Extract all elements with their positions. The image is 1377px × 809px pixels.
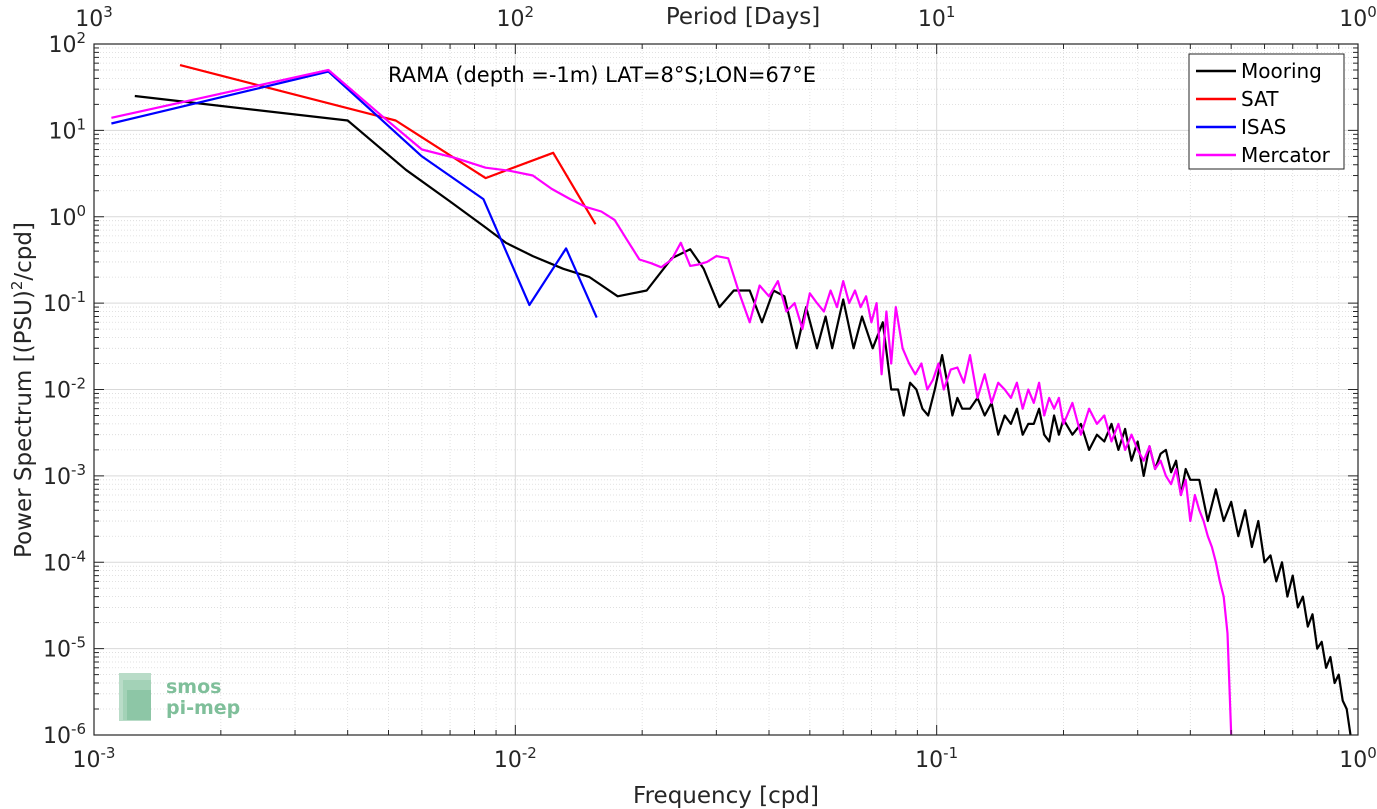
legend-label-sat: SAT <box>1241 87 1279 111</box>
y-axis-title: Power Spectrum [(PSU)2/cpd] <box>8 222 37 558</box>
y-tick-label: 10-2 <box>43 375 86 404</box>
y-tick-label-exp: -2 <box>71 375 86 393</box>
top-axis-title: Period [Days] <box>666 4 820 30</box>
x-tick-label-base: 10 <box>494 748 522 773</box>
legend-label-mercator: Mercator <box>1241 143 1331 167</box>
top-tick-label: 102 <box>497 3 535 32</box>
top-tick-label-exp: 0 <box>1367 3 1377 21</box>
y-tick-label-base: 10 <box>43 379 71 404</box>
x-tick-label: 100 <box>1339 744 1377 773</box>
y-tick-label: 102 <box>48 29 86 58</box>
y-tick-label: 10-3 <box>43 461 86 490</box>
y-tick-label-exp: -4 <box>71 547 86 565</box>
top-tick-label-base: 10 <box>497 7 525 32</box>
y-tick-label-base: 10 <box>43 292 71 317</box>
top-tick-label: 100 <box>1339 3 1377 32</box>
top-tick-label-exp: 3 <box>103 3 113 21</box>
y-axis-title-suffix: /cpd] <box>11 222 37 281</box>
y-tick-label: 10-6 <box>43 720 86 749</box>
logo-mark-front <box>127 690 151 720</box>
y-axis-title-sup: 2 <box>8 281 26 291</box>
y-tick-label-base: 10 <box>48 33 76 58</box>
x-tick-label: 10-3 <box>73 744 116 773</box>
chart-annotation: RAMA (depth =-1m) LAT=8°S;LON=67°E <box>388 63 816 87</box>
y-tick-label: 10-1 <box>43 288 86 317</box>
y-tick-label-base: 10 <box>43 724 71 749</box>
legend: Mooring SAT ISAS Mercator <box>1188 53 1345 170</box>
y-tick-label-base: 10 <box>43 551 71 576</box>
y-tick-label: 101 <box>48 115 86 144</box>
x-axis-title: Frequency [cpd] <box>633 783 819 809</box>
y-tick-label: 10-5 <box>43 634 86 663</box>
y-tick-label: 100 <box>48 202 86 231</box>
top-tick-label-base: 10 <box>75 7 103 32</box>
grid-lines <box>93 44 1358 736</box>
y-tick-label-exp: 2 <box>76 29 86 47</box>
smos-pimep-logo: smos pi-mep <box>119 673 240 721</box>
y-tick-label-exp: -3 <box>71 461 86 479</box>
legend-label-isas: ISAS <box>1241 115 1286 139</box>
top-tick-label: 101 <box>918 3 956 32</box>
y-tick-label-base: 10 <box>43 465 71 490</box>
top-tick-label-exp: 2 <box>525 3 535 21</box>
x-tick-label-base: 10 <box>73 748 101 773</box>
series-group <box>111 64 1352 736</box>
logo-text-smos: smos <box>166 676 221 698</box>
top-tick-label: 103 <box>75 3 113 32</box>
y-tick-label-exp: 1 <box>76 115 86 133</box>
y-tick-label-base: 10 <box>43 638 71 663</box>
x-tick-label-exp: 0 <box>1367 744 1377 762</box>
x-tick-label-exp: -3 <box>101 744 116 762</box>
x-tick-label: 10-2 <box>494 744 537 773</box>
y-tick-label-exp: -5 <box>71 634 86 652</box>
x-tick-label: 10-1 <box>915 744 958 773</box>
series-line-mercator <box>111 68 1233 736</box>
series-line-mooring <box>134 94 1352 736</box>
top-tick-label-exp: 1 <box>946 3 956 21</box>
legend-box <box>1188 53 1345 170</box>
y-axis-title-main: Power Spectrum [(PSU) <box>11 290 37 558</box>
y-tick-label-base: 10 <box>48 119 76 144</box>
series-line-sat <box>179 64 597 225</box>
x-tick-label-base: 10 <box>1339 748 1367 773</box>
legend-label-mooring: Mooring <box>1241 59 1322 83</box>
top-tick-label-base: 10 <box>1339 7 1367 32</box>
y-tick-label-exp: 0 <box>76 202 86 220</box>
y-tick-label-exp: -6 <box>71 720 86 738</box>
tick-marks <box>93 43 1359 736</box>
series-line-isas <box>111 70 598 319</box>
y-tick-label: 10-4 <box>43 547 86 576</box>
y-tick-label-base: 10 <box>48 206 76 231</box>
x-tick-label-exp: -1 <box>943 744 958 762</box>
logo-text-pimep: pi-mep <box>166 697 240 719</box>
y-tick-label-exp: -1 <box>71 288 86 306</box>
x-tick-label-base: 10 <box>915 748 943 773</box>
top-tick-label-base: 10 <box>918 7 946 32</box>
x-tick-label-exp: -2 <box>522 744 537 762</box>
